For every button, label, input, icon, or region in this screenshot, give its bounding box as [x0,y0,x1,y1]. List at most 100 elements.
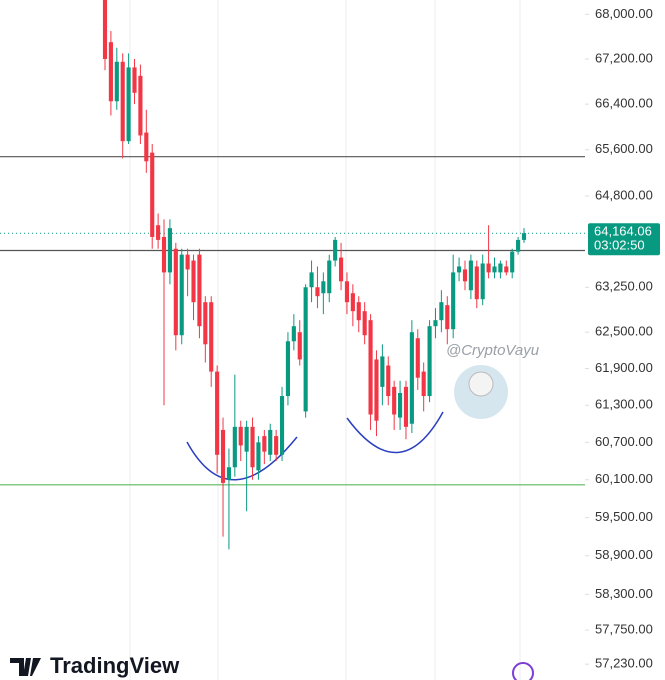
candle-body [274,436,279,455]
candle-body [102,0,108,59]
candle-body [386,365,391,397]
candle-body [315,287,320,297]
candle-body [268,429,273,455]
pattern-curve [346,411,444,454]
candle-body [285,341,291,397]
candle-body [415,338,420,378]
candle-body [380,356,385,387]
candle-body [209,302,214,372]
candle-body [250,426,255,468]
icon [512,662,534,680]
candle-body [480,263,485,300]
candle-body [451,272,456,330]
candle-body [498,263,503,273]
candle-body [262,436,267,452]
candle-body [120,61,125,142]
candle-body [126,67,131,142]
candle-body [504,266,509,273]
candle-body [220,429,226,483]
candle-body [474,266,479,300]
candle-body [433,320,438,327]
candle-body [179,254,184,336]
brand-logo [10,658,41,676]
candle-body [492,266,497,273]
y-tick-label: 64,800.00 [595,187,653,202]
candle-body [468,260,473,291]
candle-body [427,326,432,397]
candle-body [108,42,113,102]
candle-body [156,225,161,240]
candle-body [215,371,220,455]
brand: TradingView [50,653,180,678]
candle-body [362,311,367,336]
avatar [468,371,494,397]
y-tick-label: 60,700.00 [595,434,653,449]
candle-body [291,326,296,342]
candle-body [521,233,527,240]
candle-body [173,248,178,336]
candle-body [244,426,249,452]
candle-body [457,266,462,273]
candle-body [350,293,355,312]
candle-body [409,332,414,424]
candle-body [421,371,426,397]
y-tick-label: 58,300.00 [595,586,653,601]
candle-body [398,392,403,418]
vertical-grid [129,0,521,680]
plot: 68,000.00 67,200.00 66,400.00 65,600.00 64,8… [0,0,660,671]
y-tick-label: 57,230.00 [595,656,653,671]
candle-body [321,281,326,294]
candle-body [132,67,137,93]
y-tick-label: 65,600.00 [595,141,653,156]
candle-body [161,236,167,273]
candle-body [203,302,208,345]
candle-body [226,467,231,480]
candle-body [356,302,361,321]
candle-body [256,442,261,471]
candle-body [303,287,308,412]
last-price-label: 64,164.06 [594,224,652,239]
candle-body [374,359,379,421]
candle-body [144,132,149,162]
candle-body [232,426,237,468]
y-tick-label: 60,100.00 [595,471,653,486]
y-tick-label: 67,200.00 [595,50,653,65]
candle-body [486,263,491,273]
countdown-label: 03:02:50 [594,238,645,253]
candle-body [279,396,285,455]
candle-body [309,272,314,288]
candle-body [333,239,338,261]
y-tick-label: 57,750.00 [595,622,653,637]
candle-body [191,260,196,303]
candle-body [138,75,143,136]
candle-body [338,257,344,282]
candle-body [462,269,468,282]
candle-body [197,254,202,327]
candle-body [510,251,515,273]
candle-body [344,281,350,303]
candle-body [114,61,119,102]
y-tick-label: 63,250.00 [595,279,653,294]
candle-body [392,386,397,415]
candle-body [185,254,190,270]
y-tick-label: 61,300.00 [595,397,653,412]
watermark: @CryptoVayu [446,342,540,359]
candle-body [403,386,409,427]
candle-body [368,320,373,415]
candle-body [327,260,332,294]
candle-body [238,426,243,446]
candle-body [150,152,155,237]
candle-body [167,228,172,273]
y-tick-label: 68,000.00 [595,6,653,21]
y-tick-label: 62,500.00 [595,324,653,339]
candle-body [439,302,444,321]
y-tick-label: 61,900.00 [595,360,653,375]
candle-body [297,332,302,360]
y-tick-label: 59,500.00 [595,509,653,524]
last-price-box [588,223,660,256]
y-tick-label: 58,900.00 [595,547,653,562]
candle-body [445,305,450,330]
candle-body [516,239,521,252]
y-tick-label: 66,400.00 [595,96,653,111]
